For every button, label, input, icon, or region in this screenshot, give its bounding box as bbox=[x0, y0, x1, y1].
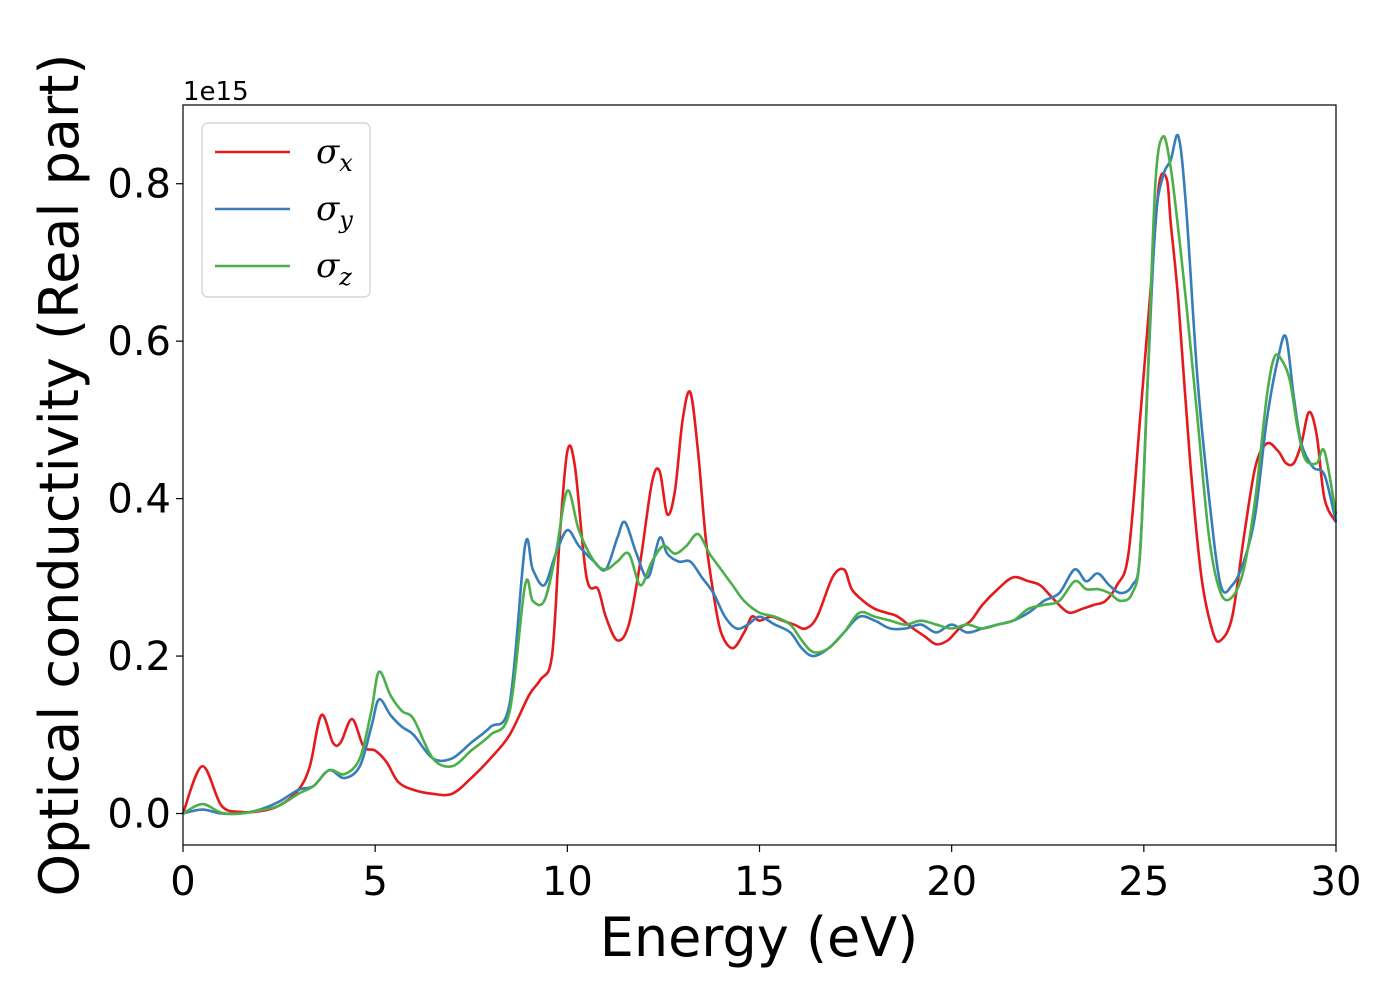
y-tick-label: 0.6 bbox=[107, 319, 171, 365]
y-tick-label: 0.2 bbox=[107, 634, 171, 680]
y-axis: 0.0 0.2 0.4 0.6 0.8 bbox=[107, 162, 183, 838]
y-offset-label: 1e15 bbox=[183, 77, 249, 107]
y-axis-label: Optical conductivity (Real part) bbox=[28, 54, 91, 897]
x-tick-label: 25 bbox=[1118, 859, 1169, 905]
x-tick-label: 30 bbox=[1311, 859, 1362, 905]
y-tick-label: 0.4 bbox=[107, 477, 171, 523]
x-axis-label: Energy (eV) bbox=[600, 906, 919, 969]
x-tick-label: 5 bbox=[362, 859, 387, 905]
x-tick-label: 10 bbox=[542, 859, 593, 905]
x-tick-label: 20 bbox=[926, 859, 977, 905]
x-axis: 0 5 10 15 20 25 30 bbox=[170, 845, 1361, 905]
y-tick-label: 0.0 bbox=[107, 792, 171, 838]
x-tick-label: 0 bbox=[170, 859, 195, 905]
x-tick-label: 15 bbox=[734, 859, 785, 905]
y-tick-label: 0.8 bbox=[107, 162, 171, 208]
